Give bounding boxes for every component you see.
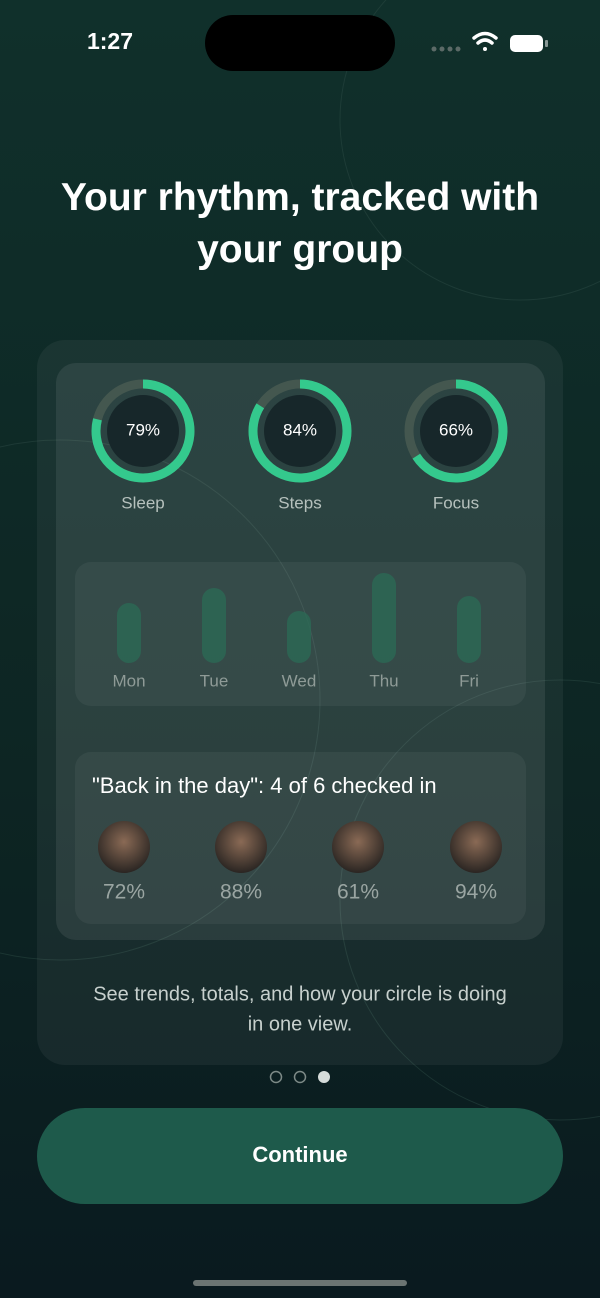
button-label[interactable]: Continue — [252, 1142, 347, 1167]
member-percent: 72% — [103, 881, 145, 904]
ring-label: Sleep — [121, 493, 164, 512]
page-dot — [269, 1070, 283, 1084]
status-time: 1:27 — [87, 28, 133, 54]
member-percent: 88% — [220, 881, 262, 904]
ring-progress — [91, 379, 195, 483]
day-label: Mon — [112, 671, 145, 690]
title: Your rhythm, tracked with your group — [60, 176, 540, 271]
day-label: Fri — [459, 671, 479, 690]
day-label: Tue — [200, 671, 229, 690]
day-label: Thu — [369, 671, 398, 690]
home-indicator — [193, 1280, 407, 1286]
dynamic-island — [205, 15, 395, 71]
wifi-icon — [472, 31, 498, 51]
page-dots — [269, 1070, 330, 1084]
page-dot — [293, 1070, 307, 1084]
ring-center — [264, 395, 336, 467]
card — [37, 340, 563, 1065]
caption-line: See trends, totals, and how your circle … — [93, 983, 507, 1005]
decor — [0, 0, 600, 1121]
ring-label: Steps — [278, 493, 321, 512]
title-box: Your rhythm, tracked with your group — [60, 176, 540, 271]
signal — [431, 46, 461, 52]
avatar — [215, 821, 267, 873]
avatar — [332, 821, 384, 873]
page-dot-active — [318, 1071, 330, 1083]
ring-value: 66% — [439, 420, 473, 439]
battery — [510, 35, 543, 52]
ring-progress — [412, 379, 508, 483]
ring-label: Focus — [433, 493, 479, 512]
ring-value: 84% — [283, 420, 317, 439]
group-panel — [75, 752, 526, 924]
battery-tip — [545, 40, 548, 47]
button-bg[interactable] — [37, 1108, 563, 1204]
ring-center — [420, 395, 492, 467]
day-bar — [457, 596, 481, 663]
day-bar — [202, 588, 226, 663]
member-percent: 94% — [455, 881, 497, 904]
day-bar — [372, 573, 396, 663]
caption-line: in one view. — [248, 1013, 353, 1035]
member-percent: 61% — [337, 881, 379, 904]
ring-value: 79% — [126, 420, 160, 439]
avatar — [98, 821, 150, 873]
day-label: Wed — [282, 671, 317, 690]
ring-progress — [248, 379, 352, 483]
avatar — [450, 821, 502, 873]
day-bar — [287, 611, 311, 663]
group-title: "Back in the day": 4 of 6 checked in — [92, 773, 437, 798]
continue-button[interactable]: Continue — [37, 1108, 563, 1204]
ring-center — [107, 395, 179, 467]
day-bar — [117, 603, 141, 663]
